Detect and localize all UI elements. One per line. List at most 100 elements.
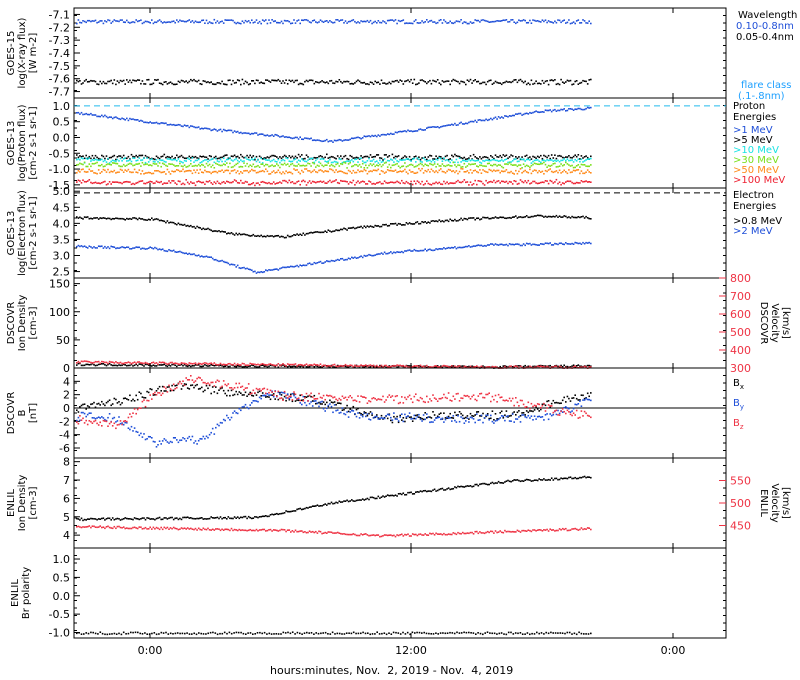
data-point xyxy=(104,180,106,183)
data-point xyxy=(204,169,206,172)
data-point xyxy=(530,79,533,82)
data-point xyxy=(357,226,359,229)
data-point xyxy=(341,365,344,367)
data-point xyxy=(310,401,312,403)
data-point xyxy=(269,22,272,24)
data-point xyxy=(118,217,120,220)
data-point xyxy=(130,21,133,24)
data-point xyxy=(113,79,116,81)
data-point xyxy=(260,181,262,183)
data-point xyxy=(286,363,289,365)
data-point xyxy=(511,172,514,174)
data-point xyxy=(269,182,272,185)
data-point xyxy=(135,182,137,184)
data-point xyxy=(480,162,483,164)
data-point xyxy=(246,132,248,135)
data-point xyxy=(451,123,453,126)
data-point xyxy=(340,364,342,367)
data-point xyxy=(504,365,506,368)
data-point xyxy=(360,181,362,183)
data-point xyxy=(468,245,470,247)
data-point xyxy=(155,121,158,124)
data-point xyxy=(286,157,289,160)
data-point xyxy=(165,173,167,175)
data-point xyxy=(154,182,156,184)
data-point xyxy=(316,364,319,366)
data-point xyxy=(399,223,401,225)
data-point xyxy=(327,364,330,367)
data-point xyxy=(433,158,436,160)
data-point xyxy=(266,269,269,272)
data-point xyxy=(91,247,94,249)
data-point xyxy=(93,401,95,404)
data-point xyxy=(182,380,184,382)
data-point xyxy=(169,163,172,165)
data-point xyxy=(161,440,164,442)
data-point xyxy=(286,181,289,184)
data-point xyxy=(471,365,473,367)
data-point xyxy=(130,248,133,250)
data-point xyxy=(588,171,590,173)
data-point xyxy=(186,387,189,389)
data-point xyxy=(182,224,184,226)
data-point xyxy=(176,183,178,186)
data-point xyxy=(76,362,78,364)
data-point xyxy=(422,21,425,24)
data-point xyxy=(543,111,545,113)
data-point xyxy=(277,135,280,137)
data-point xyxy=(258,133,261,136)
data-point xyxy=(525,410,528,412)
data-point xyxy=(319,140,322,142)
data-point xyxy=(416,157,419,159)
data-point xyxy=(393,80,395,83)
data-point xyxy=(535,80,537,82)
data-point xyxy=(547,154,550,157)
data-point xyxy=(197,180,200,182)
data-point xyxy=(247,183,250,186)
data-point xyxy=(405,22,408,24)
data-point xyxy=(474,421,476,424)
data-point xyxy=(204,389,206,392)
data-point xyxy=(174,362,176,364)
data-point xyxy=(461,123,464,125)
data-point xyxy=(141,120,144,122)
data-point xyxy=(346,167,348,169)
data-point xyxy=(377,253,380,255)
data-point xyxy=(293,168,295,170)
data-point xyxy=(204,228,206,231)
data-point xyxy=(290,163,292,166)
data-point xyxy=(452,220,455,222)
data-point xyxy=(360,364,362,366)
data-point xyxy=(413,172,416,174)
data-point xyxy=(357,21,359,23)
data-point xyxy=(474,218,476,221)
data-point xyxy=(505,80,508,83)
data-point xyxy=(405,158,408,160)
data-point xyxy=(352,83,355,85)
data-point xyxy=(443,247,445,249)
data-point xyxy=(96,364,98,367)
data-point xyxy=(586,364,589,367)
data-point xyxy=(152,122,155,124)
data-point xyxy=(301,138,303,140)
data-point xyxy=(483,81,486,84)
data-point xyxy=(308,157,311,160)
data-point xyxy=(360,20,362,22)
data-point xyxy=(236,159,239,162)
data-point xyxy=(238,161,241,163)
data-point xyxy=(446,219,448,222)
data-point xyxy=(582,108,584,111)
data-point xyxy=(432,126,434,128)
data-point xyxy=(493,179,495,182)
data-point xyxy=(132,157,134,159)
data-point xyxy=(432,421,434,423)
data-point xyxy=(126,180,128,183)
data-point xyxy=(88,157,91,159)
data-point xyxy=(174,158,176,161)
data-point xyxy=(82,403,84,406)
data-point xyxy=(349,138,351,141)
data-point xyxy=(460,167,462,170)
data-point xyxy=(460,19,462,21)
data-point xyxy=(441,163,444,165)
data-point xyxy=(438,248,441,250)
